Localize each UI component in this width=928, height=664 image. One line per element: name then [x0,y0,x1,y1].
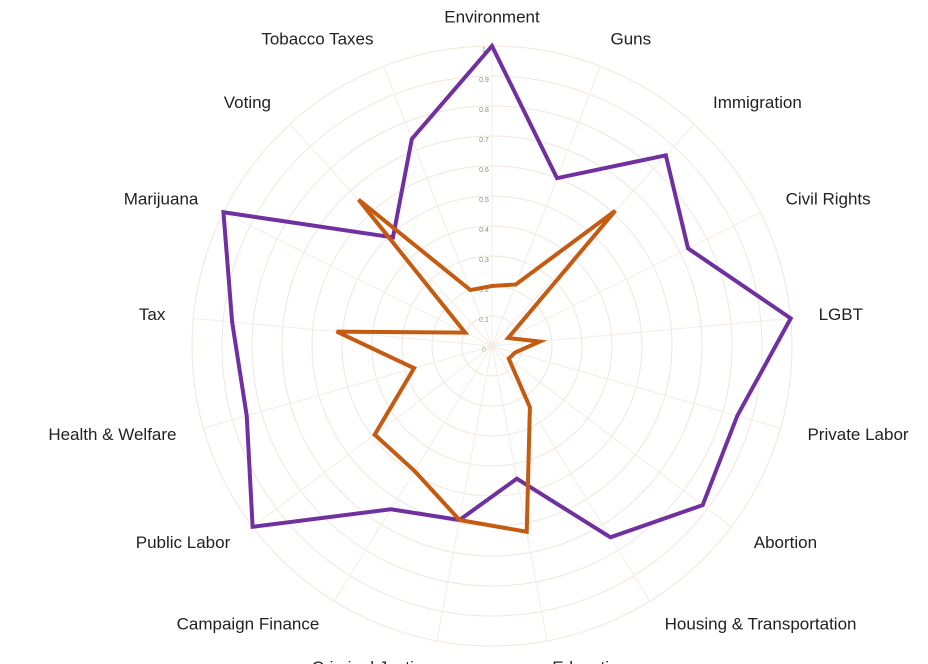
spoke [333,345,493,602]
tick-label: 0.6 [479,167,489,174]
tick-label: 0.4 [479,227,489,234]
spoke [491,211,761,347]
tick-label: 0.9 [479,77,489,84]
tick-label: 0.7 [479,137,489,144]
spoke [436,345,493,641]
spoke [223,211,493,347]
category-label: Immigration [713,93,802,112]
spoke [252,345,493,528]
category-label: Environment [444,7,540,26]
tick-label: 0.3 [479,257,489,264]
spoke [491,345,781,429]
category-label: Abortion [754,533,817,552]
category-label: LGBT [819,305,863,324]
category-label: Marijuana [124,189,199,208]
category-label: Campaign Finance [177,614,320,633]
category-label: Civil Rights [786,189,871,208]
tick-label: 0.8 [479,107,489,114]
spoke [203,345,493,429]
category-label: Guns [610,30,651,49]
category-label: Criminal Justice [312,658,432,664]
series-line [221,42,794,540]
spoke [491,345,548,641]
spoke [491,345,732,528]
category-label: Private Labor [807,425,908,444]
tick-label: 1 [482,47,486,54]
spoke [383,66,493,347]
spoke [491,345,651,602]
series-line [335,198,617,535]
category-label: Housing & Transportation [665,614,857,633]
category-label: Tobacco Taxes [261,30,373,49]
tick-label: 0.1 [479,317,489,324]
category-label: Tax [139,305,166,324]
category-label: Public Labor [136,533,231,552]
tick-label: 0 [482,347,486,354]
spoke [491,66,601,347]
category-label: Health & Welfare [48,425,176,444]
tick-label: 0.2 [479,287,489,294]
tick-label: 0.5 [479,197,489,204]
category-label: Voting [224,93,271,112]
category-label: Education [552,658,628,664]
